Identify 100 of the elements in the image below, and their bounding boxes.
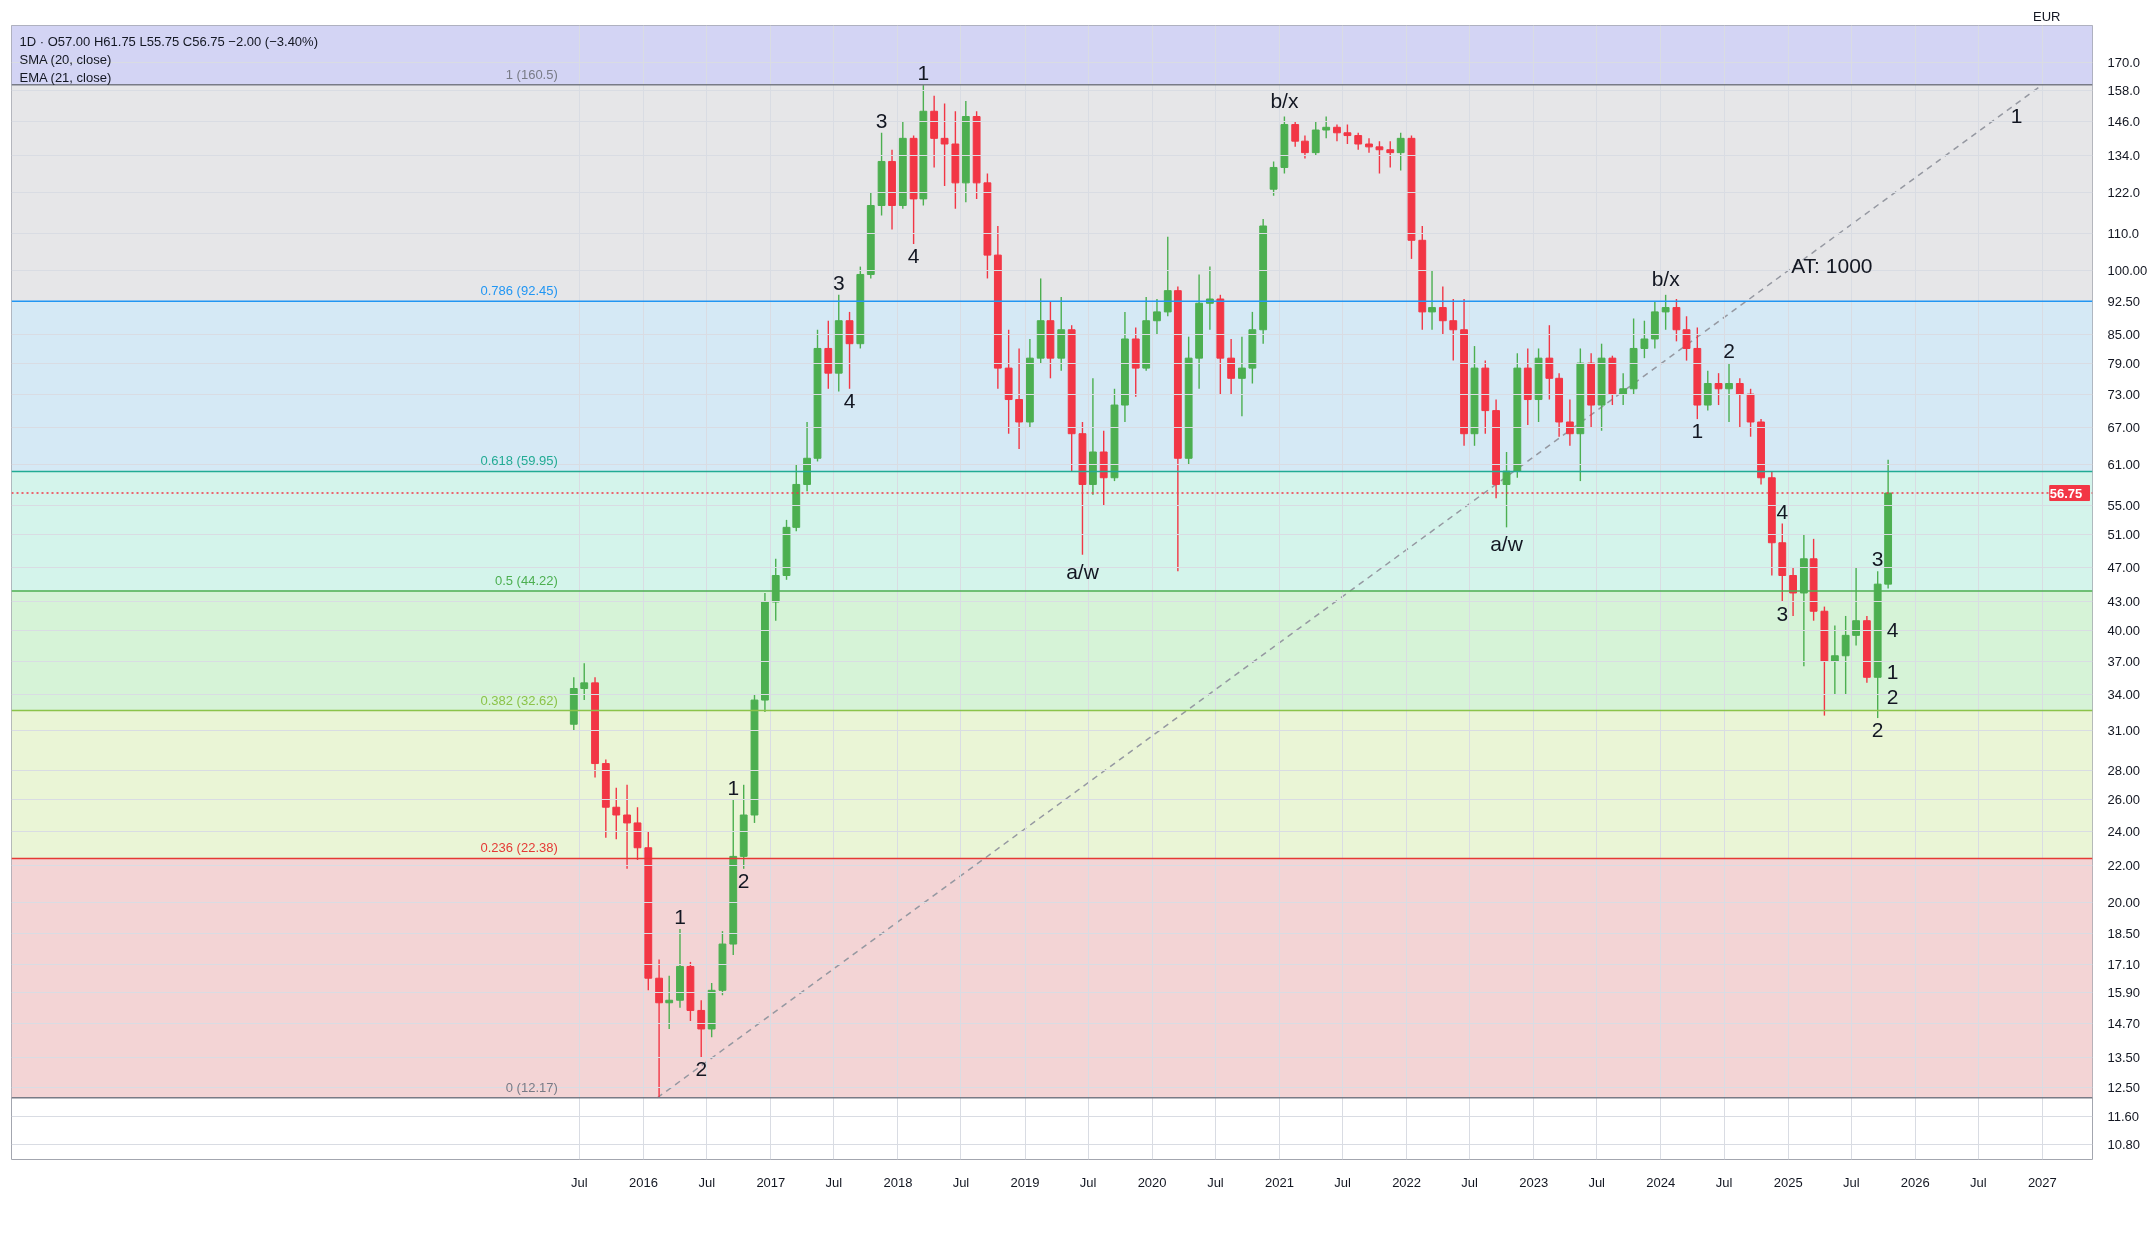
candlestick (580, 662, 589, 701)
y-tick-label: 55.00 (2107, 497, 2141, 513)
candlestick (1640, 320, 1649, 359)
y-tick-label: 146.0 (2107, 114, 2141, 130)
x-tick-label: 2025 (1773, 1174, 1803, 1190)
x-tick-label: 2024 (1646, 1174, 1676, 1190)
x-tick-label: Jul (1207, 1174, 1224, 1190)
y-axis-title: EUR (2033, 8, 2061, 24)
annotation: a/w (1490, 532, 1524, 556)
candlestick (1386, 140, 1395, 169)
annotation: 1 (727, 775, 740, 799)
candlestick (1322, 115, 1331, 140)
y-tick-label: 17.10 (2107, 956, 2141, 972)
annotation: 3 (832, 270, 845, 294)
candlestick (1672, 298, 1681, 343)
annotation: 4 (907, 243, 920, 267)
ref-line-label: 0.236 (22.38) (480, 840, 558, 856)
x-tick-label: 2019 (1010, 1174, 1040, 1190)
candlestick (1841, 615, 1850, 695)
y-tick-label: 10.80 (2107, 1137, 2141, 1153)
y-tick-label: 47.00 (2107, 559, 2141, 575)
candlestick (697, 999, 706, 1058)
x-tick-label: Jul (1334, 1174, 1351, 1190)
y-tick-label: 28.00 (2107, 763, 2141, 778)
x-tick-label: Jul (1461, 1174, 1479, 1190)
y-tick-label: 170.0 (2107, 54, 2141, 70)
candlestick (1205, 265, 1214, 331)
candlestick (1661, 294, 1670, 331)
candlestick (1703, 369, 1712, 412)
y-tick-label: 13.50 (2107, 1049, 2141, 1065)
y-tick-label: 15.90 (2107, 985, 2141, 1001)
candlestick (1375, 140, 1384, 175)
candlestick (1438, 285, 1447, 336)
annotation: 1 (917, 60, 930, 84)
y-tick-label: 158.0 (2107, 83, 2141, 99)
annotation: 1 (674, 905, 686, 929)
x-tick-label: 2021 (1265, 1174, 1294, 1190)
annotation: 2 (695, 1057, 708, 1081)
candlestick (845, 311, 854, 390)
annotation: 4 (1776, 499, 1789, 523)
candlestick (1365, 137, 1373, 154)
x-tick-label: 2016 (628, 1174, 658, 1190)
y-tick-label: 40.00 (2107, 622, 2141, 638)
y-tick-label: 20.00 (2107, 895, 2141, 911)
y-tick-label: 31.00 (2107, 723, 2141, 739)
candlestick (612, 787, 621, 841)
annotation: 3 (1871, 547, 1884, 571)
candlestick (1502, 451, 1511, 529)
annotation: 4 (843, 388, 856, 412)
candlestick (1311, 121, 1320, 157)
candlestick (1565, 398, 1574, 447)
y-tick-label: 79.00 (2107, 355, 2141, 371)
y-tick-label: 14.70 (2107, 1016, 2141, 1032)
candlestick (1301, 134, 1309, 160)
y-tick-label: 100.00 (2107, 263, 2148, 279)
annotation: 4 (1886, 618, 1899, 642)
annotation: 1 (2010, 103, 2023, 127)
x-tick-label: Jul (1715, 1174, 1733, 1190)
x-tick-label: Jul (1969, 1174, 1987, 1190)
candlestick (1789, 566, 1797, 617)
candlestick (940, 102, 949, 187)
annotation: 3 (1776, 602, 1789, 625)
x-tick-label: Jul (1588, 1174, 1606, 1190)
x-tick-label: Jul (698, 1174, 716, 1190)
candlestick (1725, 362, 1733, 423)
x-tick-label: Jul (825, 1174, 843, 1190)
ref-line-label: 0 (12.17) (505, 1079, 558, 1095)
y-tick-label: 43.00 (2107, 594, 2141, 610)
y-tick-label: 73.00 (2107, 386, 2141, 402)
candlestick (1015, 347, 1024, 450)
annotation: b/x (1651, 266, 1681, 290)
x-tick-label: 2026 (1900, 1174, 1930, 1190)
y-tick-label: 92.50 (2107, 293, 2141, 309)
y-tick-label: 22.00 (2107, 857, 2141, 873)
annotation: AT: 1000 (1791, 254, 1873, 277)
y-tick-label: 134.0 (2107, 148, 2141, 164)
ref-line-label: 0.786 (92.45) (480, 283, 558, 299)
x-tick-label: Jul (571, 1174, 588, 1190)
annotation: 2 (1723, 339, 1735, 363)
candlestick (1269, 160, 1278, 197)
candlestick (1396, 132, 1405, 172)
candlestick (1545, 324, 1554, 401)
x-tick-label: Jul (1079, 1174, 1097, 1190)
ref-line-label: 0.382 (32.62) (480, 692, 558, 708)
y-tick-label: 85.00 (2107, 326, 2141, 342)
y-tick-label: 11.60 (2107, 1109, 2140, 1125)
x-tick-label: 2017 (756, 1174, 786, 1190)
annotation: SMA (20, close) (19, 51, 112, 67)
annotation: 1 (1691, 419, 1704, 443)
y-tick-label: 67.00 (2107, 420, 2141, 436)
x-tick-label: 2022 (1392, 1174, 1422, 1190)
x-tick-label: Jul (1842, 1174, 1860, 1190)
candlestick (1449, 298, 1458, 362)
candlestick (1291, 121, 1300, 148)
y-tick-label: 34.00 (2107, 686, 2141, 702)
annotation: 2 (1886, 684, 1899, 708)
ref-line-label: 0.5 (44.22) (494, 573, 558, 589)
candlestick (1619, 372, 1628, 406)
y-tick-label: 37.00 (2107, 653, 2141, 669)
y-tick-label: 61.00 (2107, 457, 2141, 473)
